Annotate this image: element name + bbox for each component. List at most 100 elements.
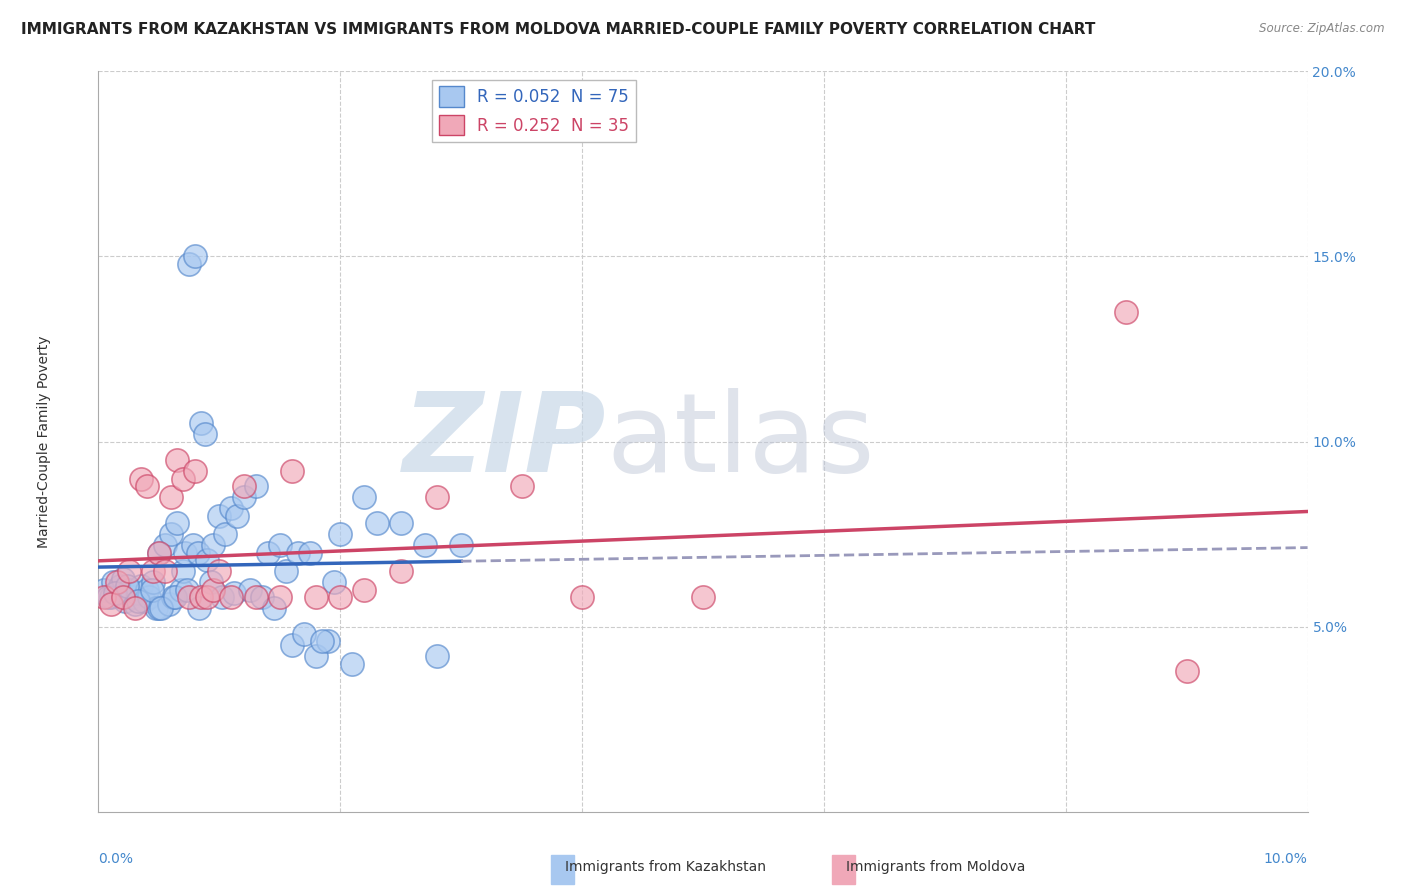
Point <box>323 575 346 590</box>
Legend: R = 0.052  N = 75, R = 0.252  N = 35: R = 0.052 N = 75, R = 0.252 N = 35 <box>432 79 636 142</box>
Point <box>166 453 188 467</box>
Point <box>299 546 322 560</box>
Point <box>222 586 245 600</box>
Point <box>135 479 157 493</box>
Point <box>274 564 297 578</box>
Text: Immigrants from Kazakhstan: Immigrants from Kazakhstan <box>565 860 766 874</box>
Point <box>190 590 212 604</box>
Point <box>342 657 364 671</box>
Point <box>287 546 309 560</box>
Point <box>181 538 204 552</box>
Point <box>263 601 285 615</box>
Text: 0.0%: 0.0% <box>98 853 134 866</box>
Point <box>353 582 375 597</box>
Point <box>292 627 315 641</box>
Point <box>200 575 222 590</box>
Point <box>195 553 218 567</box>
Point <box>105 575 128 590</box>
Point <box>214 527 236 541</box>
Point <box>142 575 165 590</box>
Point <box>118 582 141 597</box>
Point <box>108 579 131 593</box>
Point <box>160 527 183 541</box>
Point <box>157 598 180 612</box>
Point <box>413 538 436 552</box>
Point <box>179 257 201 271</box>
Point <box>269 538 291 552</box>
Point <box>245 590 267 604</box>
Point <box>148 546 170 560</box>
Point <box>135 582 157 597</box>
Text: IMMIGRANTS FROM KAZAKHSTAN VS IMMIGRANTS FROM MOLDOVA MARRIED-COUPLE FAMILY POVE: IMMIGRANTS FROM KAZAKHSTAN VS IMMIGRANTS… <box>21 22 1095 37</box>
Point <box>221 501 243 516</box>
Point <box>105 586 128 600</box>
Point <box>142 564 165 578</box>
Point <box>93 582 115 597</box>
Point <box>141 582 163 597</box>
Point <box>121 590 143 604</box>
Point <box>129 579 152 593</box>
Point <box>117 579 139 593</box>
Point <box>153 564 176 578</box>
Point <box>256 546 278 560</box>
Point <box>100 590 122 604</box>
Point <box>187 546 209 560</box>
Point <box>160 490 183 504</box>
Point <box>118 564 141 578</box>
Point <box>101 575 124 590</box>
Point <box>353 490 375 504</box>
Point <box>138 590 160 604</box>
Point <box>124 601 146 615</box>
Point <box>172 471 194 485</box>
Point <box>281 638 304 652</box>
Point <box>208 508 231 523</box>
Point <box>97 590 120 604</box>
Text: ZIP: ZIP <box>402 388 606 495</box>
Point <box>127 593 149 607</box>
Point <box>245 479 267 493</box>
Point <box>1115 305 1137 319</box>
Point <box>366 516 388 530</box>
Point <box>129 471 152 485</box>
Point <box>202 582 225 597</box>
Point <box>174 546 197 560</box>
Point <box>100 598 122 612</box>
Point <box>281 464 304 478</box>
Point <box>316 634 339 648</box>
Point <box>311 634 333 648</box>
Point <box>305 649 328 664</box>
Point <box>426 490 449 504</box>
Point <box>169 582 191 597</box>
Point <box>134 593 156 607</box>
Text: atlas: atlas <box>606 388 875 495</box>
Point <box>202 538 225 552</box>
Text: Source: ZipAtlas.com: Source: ZipAtlas.com <box>1260 22 1385 36</box>
Point <box>389 564 412 578</box>
Point <box>211 590 233 604</box>
Point <box>221 590 243 604</box>
Point <box>1175 664 1198 678</box>
Point <box>232 479 254 493</box>
Point <box>692 590 714 604</box>
Point <box>232 490 254 504</box>
Text: Married-Couple Family Poverty: Married-Couple Family Poverty <box>37 335 51 548</box>
Point <box>450 538 472 552</box>
Point <box>148 601 170 615</box>
Point <box>426 649 449 664</box>
Point <box>150 601 173 615</box>
Text: 10.0%: 10.0% <box>1264 853 1308 866</box>
Point <box>389 516 412 530</box>
Text: Immigrants from Moldova: Immigrants from Moldova <box>846 860 1026 874</box>
Point <box>571 590 593 604</box>
Point <box>176 582 198 597</box>
Point <box>510 479 533 493</box>
Point <box>111 572 134 586</box>
Point <box>184 464 207 478</box>
Point <box>93 590 115 604</box>
Point <box>163 590 186 604</box>
Point <box>239 582 262 597</box>
Point <box>124 598 146 612</box>
Point <box>166 516 188 530</box>
Point <box>187 601 209 615</box>
Point <box>184 250 207 264</box>
